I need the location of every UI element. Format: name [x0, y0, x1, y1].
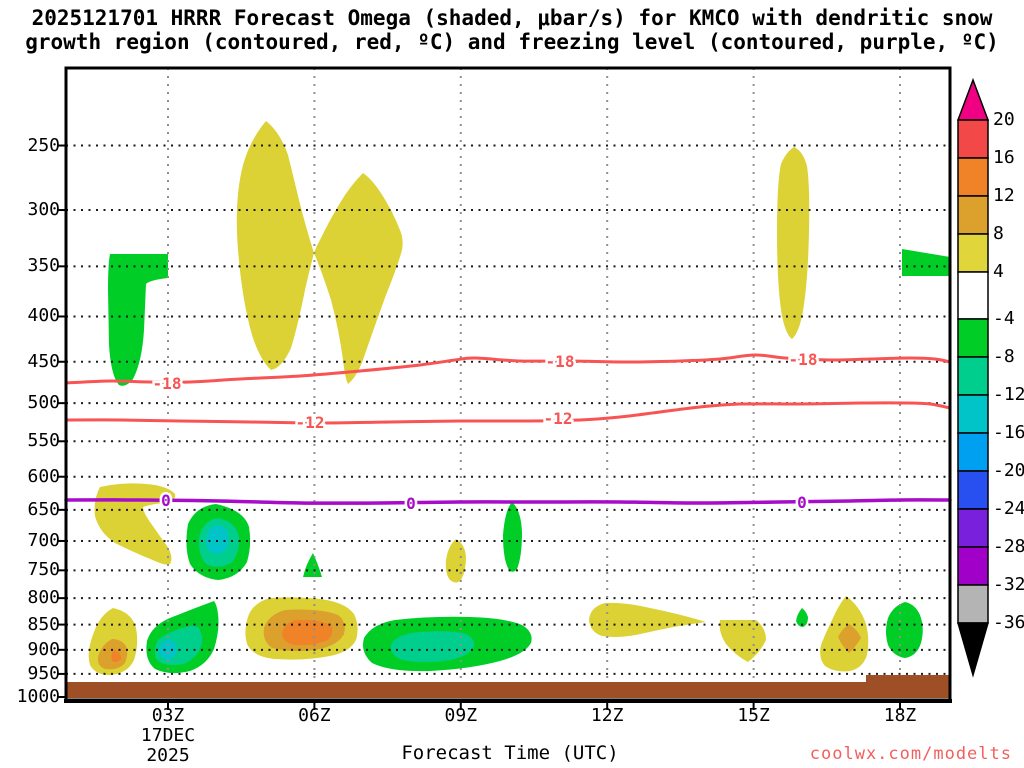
- omega-region-upper-green-18-19Z-330-360mb: [902, 249, 950, 276]
- y-tick-label-900: 900: [27, 638, 60, 660]
- colorbar-segment--28to-24: [957, 508, 989, 548]
- contour-label-freezing-level-0C-0: 0: [161, 491, 171, 510]
- contour-label-dendritic-growth-minus18C-1: -18: [546, 352, 575, 371]
- omega-region-low-orange-core-06Z: [282, 619, 333, 646]
- y-tick-label-650: 650: [27, 498, 60, 520]
- omega-region-upper-green-02Z-350-420mb: [108, 254, 168, 386]
- contour-label-dendritic-growth-minus18C-2: -18: [789, 350, 818, 369]
- colorbar-segment--4to4: [957, 271, 989, 320]
- x-axis-title: Forecast Time (UTC): [401, 742, 619, 764]
- colorbar-label--36: -36: [993, 612, 1024, 633]
- omega-region-low-orange-core-01Z: [111, 650, 122, 663]
- omega-region-low-goldenrod-core-17Z: [838, 624, 861, 653]
- colorbar-segment-12to16: [957, 157, 989, 197]
- omega-region-low-springgreen-core-08Z: [390, 631, 475, 662]
- x-tick-label-09Z: 09Z: [444, 705, 478, 726]
- colorbar-label--8: -8: [993, 346, 1015, 367]
- colorbar-label--4: -4: [993, 308, 1015, 329]
- date-line2: 2025: [146, 745, 190, 766]
- y-tick-label-800: 800: [27, 587, 60, 609]
- y-tick-label-700: 700: [27, 529, 60, 551]
- omega-region-upper-yellow-05-07Z-230-430mb: [236, 121, 403, 384]
- date-line1: 17DEC: [140, 725, 196, 746]
- omega-region-low-green-16Z-860mb-dot: [796, 608, 808, 627]
- omega-region-mid-green-10Z-650-720mb: [503, 502, 522, 572]
- colorbar-label-16: 16: [993, 147, 1015, 168]
- colorbar-label--28: -28: [993, 536, 1024, 557]
- omega-region-low-cyan-core-02Z: [159, 639, 177, 660]
- colorbar-label--32: -32: [993, 574, 1024, 595]
- contour-label-freezing-level-0C-2: 0: [797, 493, 807, 512]
- y-tick-label-450: 450: [27, 350, 60, 372]
- contour-freezing-level-0C: [64, 498, 952, 505]
- colorbar-segment-8to12: [957, 195, 989, 235]
- y-tick-label-350: 350: [27, 255, 60, 277]
- colorbar-segment--16to-12: [957, 394, 989, 434]
- colorbar-label--20: -20: [993, 460, 1024, 481]
- y-tick-label-550: 550: [27, 430, 60, 452]
- contour-label-freezing-level-0C-1: 0: [406, 494, 416, 513]
- surface-terrain: [66, 675, 950, 698]
- colorbar-label-8: 8: [993, 223, 1004, 244]
- watermark-link[interactable]: coolwx.com/modelts: [809, 744, 1012, 764]
- colorbar-label--24: -24: [993, 498, 1024, 519]
- colorbar-label--12: -12: [993, 384, 1024, 405]
- x-tick-label-12Z: 12Z: [590, 705, 624, 726]
- colorbar-over-arrow: [956, 77, 990, 121]
- omega-region-low-green-18Z-860-950mb: [886, 602, 923, 658]
- x-axis-date-label: 17DEC 2025: [136, 726, 200, 766]
- colorbar-segment--12to-8: [957, 356, 989, 396]
- omega-region-upper-yellow-16Z-250-330mb: [777, 147, 810, 339]
- x-tick-label-15Z: 15Z: [737, 705, 770, 726]
- omega-region-mid-cyan-core-03Z: [206, 525, 229, 554]
- x-tick-label-18Z: 18Z: [883, 705, 917, 726]
- colorbar-label-20: 20: [993, 109, 1015, 130]
- y-tick-label-1000: 1000: [16, 686, 60, 707]
- y-tick-label-400: 400: [27, 305, 60, 327]
- y-tick-label-500: 500: [27, 392, 60, 414]
- y-tick-label-950: 950: [27, 662, 60, 684]
- chart-title-line2: growth region (contoured, red, ºC) and f…: [25, 30, 999, 54]
- contour-dendritic-growth-minus18C: [64, 353, 952, 385]
- contour-label-dendritic-growth-minus12C-1: -12: [544, 409, 573, 428]
- omega-region-low-yellow-12-14Z-850-900mb: [589, 602, 706, 637]
- colorbar-segment--8to-4: [957, 318, 989, 358]
- chart-title-line1: 2025121701 HRRR Forecast Omega (shaded, …: [31, 6, 993, 30]
- y-tick-label-750: 750: [27, 559, 60, 581]
- colorbar-label-12: 12: [993, 185, 1015, 206]
- colorbar-segment--36to-32: [957, 584, 989, 624]
- colorbar-segment-4to8: [957, 233, 989, 273]
- contour-label-dendritic-growth-minus12C-0: -12: [296, 413, 325, 432]
- x-tick-label-06Z: 06Z: [298, 705, 331, 726]
- plot-border: [64, 66, 952, 702]
- colorbar-segment--32to-28: [957, 546, 989, 586]
- omega-region-low-yellow-14Z-860-930mb: [719, 620, 766, 662]
- colorbar-label-4: 4: [993, 261, 1004, 282]
- contour-label-dendritic-growth-minus18C-0: -18: [153, 374, 182, 393]
- colorbar-under-arrow: [957, 622, 989, 678]
- y-tick-label-300: 300: [27, 199, 60, 221]
- omega-region-mid-yellow-01-03Z-640-720mb: [94, 483, 176, 565]
- y-tick-label-600: 600: [27, 465, 60, 487]
- colorbar-segment--24to-20: [957, 470, 989, 510]
- x-tick-label-03Z: 03Z: [151, 705, 185, 726]
- colorbar-label--16: -16: [993, 422, 1024, 443]
- omega-region-mid-green-06Z-760mb-small: [303, 553, 322, 577]
- y-tick-label-850: 850: [27, 613, 60, 635]
- contour-dendritic-growth-minus12C: [64, 401, 952, 425]
- omega-region-mid-yellow-09Z-700-760mb: [445, 539, 466, 583]
- colorbar-segment-16to20: [957, 119, 989, 159]
- y-tick-label-250: 250: [27, 134, 60, 156]
- chart-title: 2025121701 HRRR Forecast Omega (shaded, …: [0, 6, 1024, 54]
- colorbar-segment--20to-16: [957, 432, 989, 472]
